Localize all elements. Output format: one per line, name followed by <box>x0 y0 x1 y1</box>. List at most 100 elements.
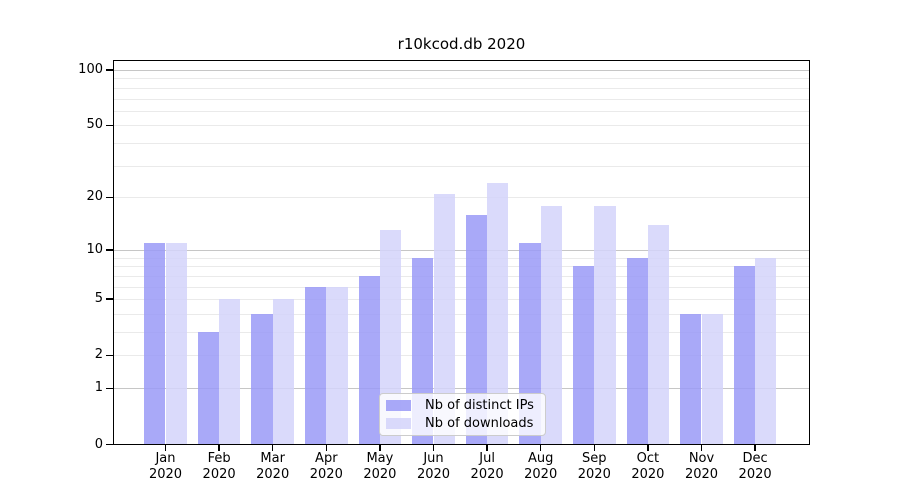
gridline-minor-90 <box>113 78 810 80</box>
x-tick-may <box>379 444 381 451</box>
y-tick-label-100: 100 <box>78 62 103 77</box>
legend-item-downloads: Nb of downloads <box>386 416 539 431</box>
x-tick-nov <box>700 444 703 451</box>
gridline-minor-4 <box>113 313 810 315</box>
y-tick-label-1: 1 <box>94 380 103 396</box>
x-tick-year: 2020 <box>256 467 290 482</box>
gridline-minor-40 <box>113 143 810 145</box>
x-tick-aug <box>540 444 542 451</box>
plot-area: Nb of distinct IPs Nb of downloads <box>113 60 810 445</box>
bar-distinct-ips-mar <box>251 313 273 445</box>
x-tick-jun <box>432 444 435 451</box>
gridline-minor-3 <box>113 332 810 333</box>
x-tick-label-nov: Nov 2020 <box>670 451 734 483</box>
y-tick-50 <box>106 124 113 127</box>
x-tick-label-oct: Oct 2020 <box>616 451 680 483</box>
gridline-minor-5 <box>113 299 810 301</box>
y-tick-100 <box>106 69 113 71</box>
gridline-major-10 <box>113 249 810 251</box>
y-tick-label-10: 10 <box>86 241 103 257</box>
gridline-minor-30 <box>113 165 810 167</box>
y-tick-label-0: 0 <box>94 436 103 452</box>
x-tick-label-jan: Jan 2020 <box>134 451 198 483</box>
y-tick-label-20: 20 <box>86 189 103 205</box>
bar-downloads-apr <box>326 286 348 445</box>
legend-label-distinct-ips: Nb of distinct IPs <box>425 398 534 413</box>
x-tick-sep <box>593 444 595 451</box>
gridline-minor-20 <box>113 197 810 199</box>
bar-distinct-ips-jan <box>144 242 166 445</box>
x-tick-label-may: May 2020 <box>348 451 412 483</box>
bar-downloads-nov <box>701 313 723 445</box>
x-tick-label-feb: Feb 2020 <box>187 451 251 483</box>
y-tick-0 <box>106 443 113 446</box>
bar-downloads-feb <box>219 299 241 445</box>
x-tick-month: Jun <box>423 451 444 466</box>
legend-item-distinct-ips: Nb of distinct IPs <box>386 398 539 413</box>
y-tick-10 <box>106 249 113 251</box>
x-tick-month: Sep <box>582 451 607 466</box>
y-tick-1 <box>106 387 113 389</box>
bar-distinct-ips-may <box>358 275 380 445</box>
x-tick-year: 2020 <box>202 467 236 482</box>
gridline-minor-60 <box>113 110 810 112</box>
bar-distinct-ips-sep <box>572 266 595 445</box>
legend-label-downloads: Nb of downloads <box>425 416 534 431</box>
y-tick-label-2: 2 <box>94 347 103 363</box>
x-tick-label-dec: Dec 2020 <box>723 451 787 483</box>
bar-distinct-ips-oct <box>626 257 648 445</box>
bar-downloads-dec <box>755 257 777 445</box>
gridline-minor-2 <box>113 355 810 357</box>
x-tick-year: 2020 <box>577 467 611 482</box>
x-tick-label-jun: Jun 2020 <box>402 451 466 483</box>
bar-distinct-ips-jul <box>465 214 488 445</box>
x-tick-year: 2020 <box>309 467 343 482</box>
x-tick-label-mar: Mar 2020 <box>241 451 305 483</box>
y-tick-label-5: 5 <box>94 291 103 307</box>
x-tick-month: Feb <box>207 451 231 466</box>
x-tick-month: Oct <box>636 451 660 466</box>
x-tick-label-aug: Aug 2020 <box>509 451 573 483</box>
y-tick-2 <box>106 354 113 356</box>
gridline-minor-8 <box>113 266 810 268</box>
x-tick-year: 2020 <box>524 467 558 482</box>
gridline-minor-80 <box>113 87 810 89</box>
x-tick-year: 2020 <box>684 467 719 482</box>
gridline-major-1 <box>113 388 810 390</box>
x-tick-month: Jan <box>155 451 176 466</box>
x-tick-year: 2020 <box>363 467 397 482</box>
bar-distinct-ips-feb <box>197 332 220 445</box>
legend-swatch-downloads-icon <box>386 418 411 429</box>
x-tick-year: 2020 <box>470 467 504 482</box>
bar-downloads-oct <box>647 224 670 445</box>
x-tick-month: Mar <box>260 451 285 466</box>
bar-distinct-ips-nov <box>680 313 702 445</box>
x-tick-month: Jul <box>479 451 495 466</box>
x-tick-year: 2020 <box>738 467 772 482</box>
bar-downloads-jan <box>165 242 187 445</box>
x-tick-apr <box>325 444 327 451</box>
gridline-minor-70 <box>113 98 810 100</box>
x-tick-jul <box>486 444 488 451</box>
y-tick-label-50: 50 <box>86 117 103 133</box>
x-tick-year: 2020 <box>148 467 183 482</box>
bar-downloads-aug <box>540 205 563 445</box>
legend: Nb of distinct IPs Nb of downloads <box>379 393 546 436</box>
legend-swatch-distinct-ips-icon <box>386 400 411 411</box>
gridline-minor-9 <box>113 257 810 259</box>
x-tick-label-apr: Apr 2020 <box>294 451 358 483</box>
x-tick-month: Aug <box>527 451 554 466</box>
x-tick-label-jul: Jul 2020 <box>455 451 519 483</box>
x-tick-dec <box>754 444 756 451</box>
bar-distinct-ips-dec <box>733 266 756 445</box>
chart-title: r10kcod.db 2020 <box>397 35 526 53</box>
x-tick-month: Apr <box>315 451 338 466</box>
x-tick-month: Dec <box>742 451 768 466</box>
y-tick-5 <box>106 298 113 300</box>
x-tick-oct <box>647 444 649 451</box>
x-tick-mar <box>272 444 274 451</box>
bar-downloads-jul <box>487 183 509 445</box>
bar-downloads-sep <box>594 205 616 445</box>
y-tick-20 <box>106 196 113 199</box>
